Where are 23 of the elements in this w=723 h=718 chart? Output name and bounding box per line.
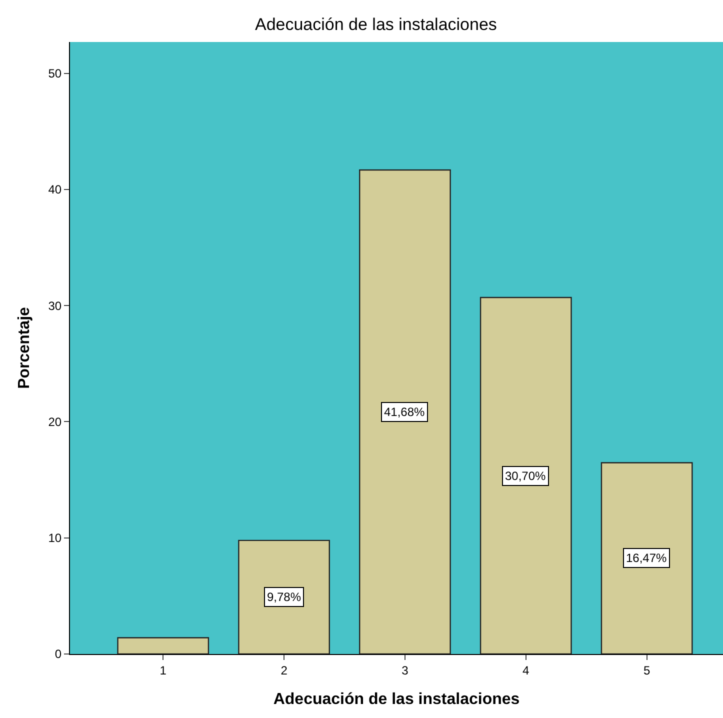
x-tick-label: 4 <box>522 663 530 678</box>
x-tick-label: 5 <box>643 663 650 678</box>
y-tick-label: 40 <box>48 182 62 197</box>
y-tick-label: 10 <box>48 531 62 546</box>
y-tick-label: 50 <box>48 66 62 81</box>
y-tick-label: 30 <box>48 298 62 313</box>
data-label: 16,47% <box>626 551 668 565</box>
x-tick-label: 2 <box>280 663 288 678</box>
y-axis-title: Porcentaje <box>16 306 34 389</box>
data-label: 9,78% <box>267 590 302 604</box>
bar <box>600 462 693 654</box>
data-label: 30,70% <box>505 469 546 483</box>
data-label: 41,68% <box>384 405 426 419</box>
bar <box>117 637 210 654</box>
x-axis-title: Adecuación de las instalaciones <box>273 691 520 708</box>
chart-title: Adecuación de las instalaciones <box>254 14 497 34</box>
y-tick-label: 20 <box>48 414 62 429</box>
y-tick-label: 0 <box>54 647 62 662</box>
bar <box>359 169 451 654</box>
bar <box>480 296 572 654</box>
bar <box>238 540 330 654</box>
x-tick-label: 3 <box>402 663 409 678</box>
x-tick-label: 1 <box>160 663 167 678</box>
